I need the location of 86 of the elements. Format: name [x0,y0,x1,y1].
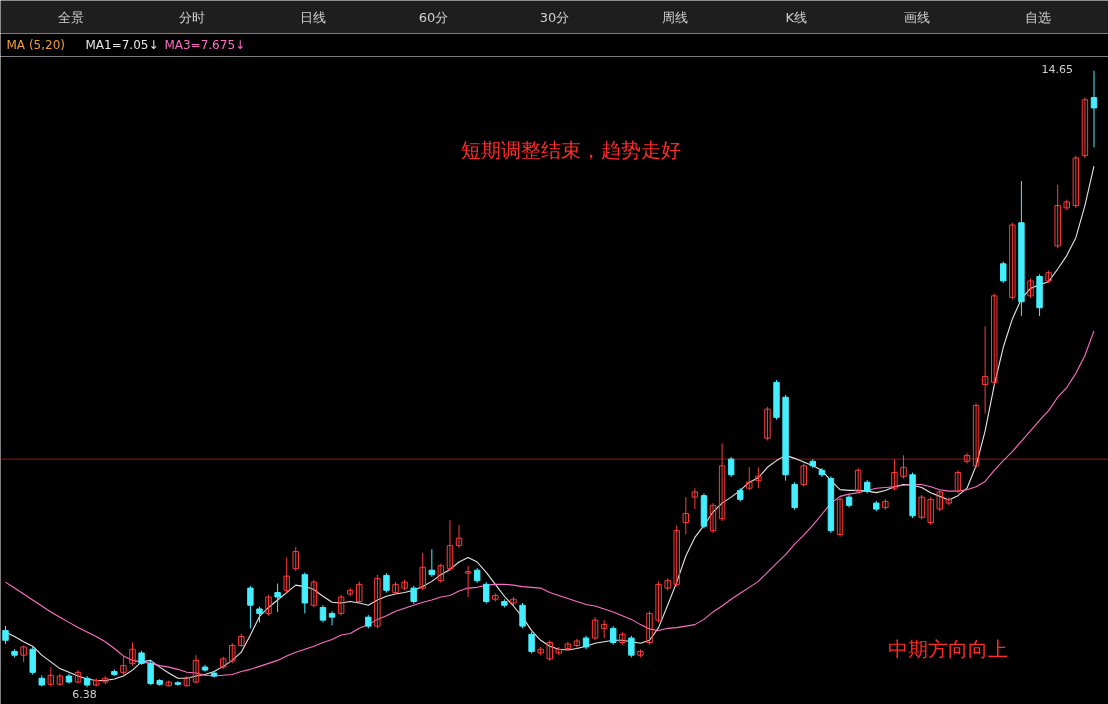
candlestick [337,594,345,617]
annotation: 6.38 [72,687,97,701]
candlestick [1054,184,1061,249]
candlestick [1081,97,1089,159]
candlestick [854,467,862,494]
candlestick [918,494,925,520]
candlestick [963,452,971,465]
candlestick [274,583,281,613]
candlestick [1072,155,1080,209]
candlestick [628,635,635,658]
candlestick [564,641,572,652]
candlestick [183,675,191,687]
candlestick [927,496,934,526]
text: 60分 [418,9,449,25]
candlestick [646,610,653,646]
candlestick [800,463,807,488]
text: 自选 [1025,9,1052,25]
candlestick [546,639,553,662]
annotation: 短期调整结束，趋势走好 [461,138,682,163]
candlestick [292,546,299,572]
candlestick [673,524,680,588]
candlestick [47,666,55,687]
candlestick [120,655,127,676]
candlestick [247,585,254,629]
candlestick [1027,278,1034,299]
text: MA1=7.05↓ [85,38,159,52]
candlestick [718,442,726,522]
text: MA3=7.675↓ [164,38,246,52]
candlestick [356,580,363,605]
candlestick [610,625,617,646]
candlestick [891,458,898,491]
candlestick [129,642,136,667]
annotation: 中期方向向上 [887,636,1008,661]
candlestick [936,489,943,512]
candlestick [727,456,735,478]
candlestick [900,454,907,479]
candlestick [419,552,426,591]
candlestick [709,502,717,534]
candlestick [945,496,953,506]
candlestick [383,572,390,594]
candlestick [1009,222,1016,301]
candlestick [74,669,82,685]
candlestick [791,481,798,511]
candlestick [755,466,762,489]
candlestick [591,616,599,641]
candlestick [437,562,445,584]
candlestick [990,293,998,386]
candlestick [972,402,980,469]
candlestick [682,496,690,535]
legend-title: MA (5,20) [6,38,65,52]
candlestick [29,646,36,676]
text: 日线 [299,9,326,25]
candlestick [519,602,526,629]
candlestick [981,325,989,415]
candlestick [464,565,472,598]
candlestick [229,642,236,664]
text: 分时 [178,9,205,25]
candlestick [764,406,771,441]
candlestick [691,487,699,510]
candlestick [56,673,64,687]
candlestick [428,548,436,578]
candlestick [310,579,318,608]
text: 30分 [539,9,570,25]
candlestick [746,466,753,491]
candlestick [954,469,962,494]
candlestick [455,524,463,549]
candlestick [655,580,662,623]
text: 全景 [57,9,84,25]
candlestick [836,496,844,538]
annotation: 14.65 [1041,62,1074,76]
candlestick [328,610,336,626]
candlestick [283,557,290,594]
candlestick [192,654,200,685]
candlestick [1090,70,1098,148]
candlestick [1000,261,1007,284]
candlestick [374,574,381,629]
candlestick [265,594,272,617]
candlestick [528,631,535,655]
candlestick [573,638,581,649]
text: K线 [785,9,808,25]
candlestick [147,659,154,686]
candlestick [446,519,454,572]
text: 周线 [662,9,689,25]
candlestick [483,581,490,605]
text: 画线 [904,9,931,25]
candlestick [882,498,889,511]
